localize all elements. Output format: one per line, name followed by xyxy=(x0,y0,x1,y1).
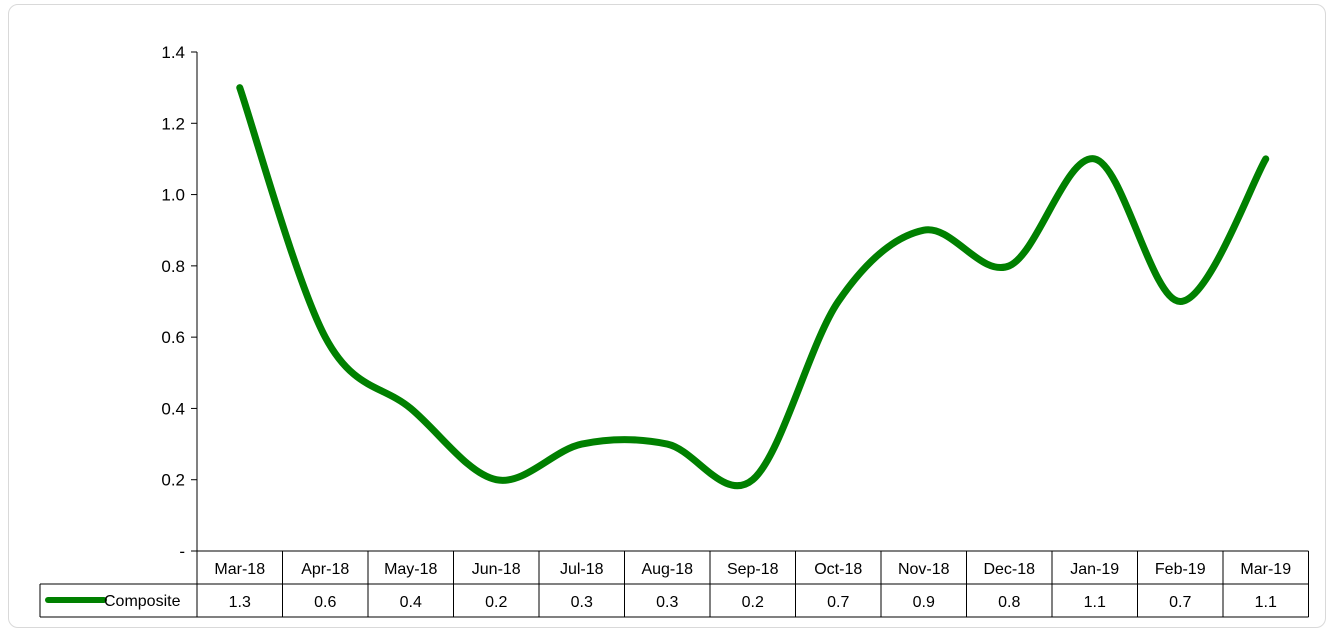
data-table-value: 0.8 xyxy=(998,594,1020,611)
y-tick-label: 0.8 xyxy=(161,257,185,276)
x-category-label: Nov-18 xyxy=(898,561,950,578)
x-category-label: Jan-19 xyxy=(1070,561,1119,578)
data-table-value: 1.3 xyxy=(229,594,251,611)
x-category-label: Mar-19 xyxy=(1240,561,1291,578)
x-category-label: Oct-18 xyxy=(814,561,862,578)
data-table-value: 0.2 xyxy=(742,594,764,611)
legend-label: Composite xyxy=(104,593,181,610)
top-strip xyxy=(0,0,1332,6)
y-axis: - 0.2 0.4 0.6 0.8 1.0 1.2 1.4 xyxy=(161,43,198,561)
y-tick-label: 1.0 xyxy=(161,186,185,205)
data-table-value: 0.7 xyxy=(1169,594,1191,611)
data-table-value: 0.7 xyxy=(827,594,849,611)
y-tick-label: 1.4 xyxy=(161,43,185,62)
x-category-label: Aug-18 xyxy=(641,561,693,578)
x-category-label: Jul-18 xyxy=(560,561,604,578)
x-category-label: Mar-18 xyxy=(214,561,265,578)
data-table-value: 0.2 xyxy=(485,594,507,611)
data-table-value: 0.3 xyxy=(571,594,593,611)
y-tick-label: 1.2 xyxy=(161,114,185,133)
y-tick-label: 0.4 xyxy=(161,399,185,418)
data-table-value: 0.4 xyxy=(400,594,422,611)
x-category-label: Apr-18 xyxy=(301,561,349,578)
x-category-label: Sep-18 xyxy=(727,561,779,578)
series-line-composite xyxy=(236,84,1270,490)
data-table-value: 1.1 xyxy=(1084,594,1106,611)
y-tick-label: - xyxy=(179,542,185,561)
plot-area xyxy=(236,84,1270,490)
data-table-value: 0.6 xyxy=(314,594,336,611)
data-table-value: 1.1 xyxy=(1255,594,1277,611)
data-table-value: 0.3 xyxy=(656,594,678,611)
y-tick-label: 0.6 xyxy=(161,328,185,347)
y-tick-label: 0.2 xyxy=(161,471,185,490)
x-category-label: May-18 xyxy=(384,561,437,578)
x-category-label: Feb-19 xyxy=(1155,561,1206,578)
chart-frame xyxy=(8,4,1326,628)
data-table: Composite 1.3 0.6 0.4 0.2 0.3 0.3 0.2 0.7 0.9 0.8 1… xyxy=(39,550,1309,618)
x-category-label: Dec-18 xyxy=(983,561,1035,578)
x-category-label: Jun-18 xyxy=(472,561,521,578)
data-table-value: 0.9 xyxy=(913,594,935,611)
x-axis: Mar-18 Apr-18 May-18 Jun-18 Jul-18 Aug-18 Sep-… xyxy=(214,561,1291,578)
